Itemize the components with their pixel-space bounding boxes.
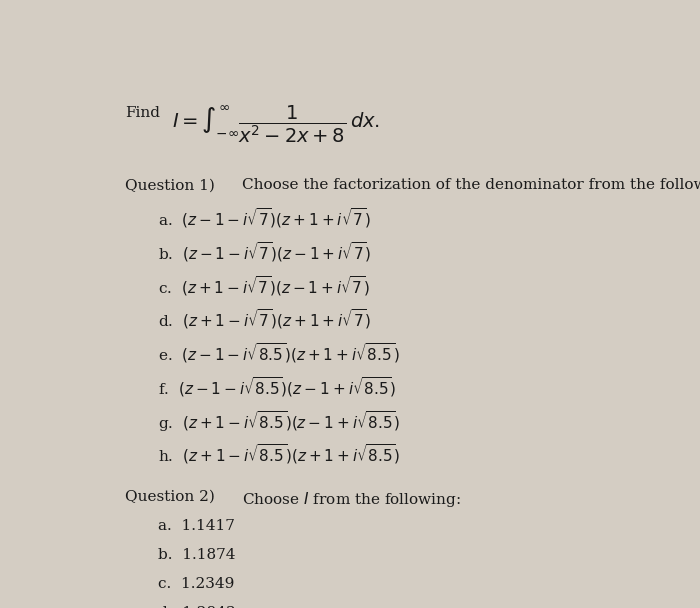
Text: Question 1): Question 1) [125,178,216,192]
Text: a.  1.1417: a. 1.1417 [158,519,235,533]
Text: Choose the factorization of the denominator from the following:: Choose the factorization of the denomina… [242,178,700,192]
Text: h.  $(z+1-i\sqrt{8.5})(z+1+i\sqrt{8.5})$: h. $(z+1-i\sqrt{8.5})(z+1+i\sqrt{8.5})$ [158,443,400,466]
Text: g.  $(z+1-i\sqrt{8.5})(z-1+i\sqrt{8.5})$: g. $(z+1-i\sqrt{8.5})(z-1+i\sqrt{8.5})$ [158,409,400,434]
Text: b.  1.1874: b. 1.1874 [158,548,235,562]
Text: e.  $(z-1-i\sqrt{8.5})(z+1+i\sqrt{8.5})$: e. $(z-1-i\sqrt{8.5})(z+1+i\sqrt{8.5})$ [158,341,400,365]
Text: d.  $(z+1-i\sqrt{7})(z+1+i\sqrt{7})$: d. $(z+1-i\sqrt{7})(z+1+i\sqrt{7})$ [158,308,371,331]
Text: Question 2): Question 2) [125,490,216,504]
Text: Find: Find [125,106,160,120]
Text: d.  1.2843: d. 1.2843 [158,606,235,608]
Text: f.  $(z-1-i\sqrt{8.5})(z-1+i\sqrt{8.5})$: f. $(z-1-i\sqrt{8.5})(z-1+i\sqrt{8.5})$ [158,375,396,399]
Text: $I = \int_{-\infty}^{\infty} \dfrac{1}{x^2-2x+8}\,dx.$: $I = \int_{-\infty}^{\infty} \dfrac{1}{x… [172,103,379,145]
Text: c.  $(z+1-i\sqrt{7})(z-1+i\sqrt{7})$: c. $(z+1-i\sqrt{7})(z-1+i\sqrt{7})$ [158,274,370,298]
Text: b.  $(z-1-i\sqrt{7})(z-1+i\sqrt{7})$: b. $(z-1-i\sqrt{7})(z-1+i\sqrt{7})$ [158,240,371,264]
Text: c.  1.2349: c. 1.2349 [158,577,235,591]
Text: a.  $(z-1-i\sqrt{7})(z+1+i\sqrt{7})$: a. $(z-1-i\sqrt{7})(z+1+i\sqrt{7})$ [158,206,371,230]
Text: Choose $I$ from the following:: Choose $I$ from the following: [242,490,461,509]
